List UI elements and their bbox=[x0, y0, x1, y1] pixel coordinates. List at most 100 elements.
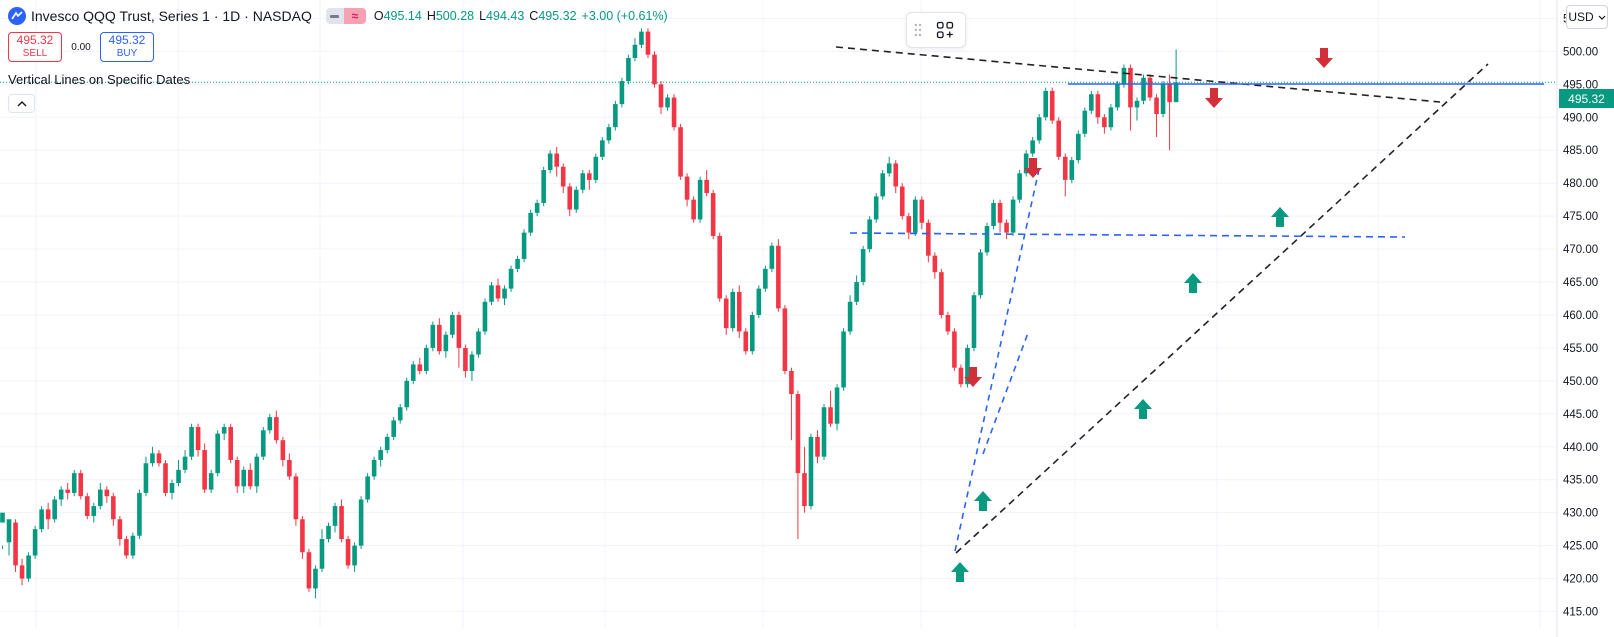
candle-body bbox=[182, 456, 188, 470]
candle-body bbox=[19, 565, 25, 579]
candle-body bbox=[854, 282, 859, 302]
candle-body bbox=[913, 199, 918, 233]
candle-body bbox=[397, 407, 403, 421]
buy-label: BUY bbox=[116, 48, 138, 59]
price-tick-label: 460.00 bbox=[1563, 310, 1598, 322]
trendline-resistance[interactable] bbox=[835, 46, 1441, 103]
candle-body bbox=[1160, 84, 1166, 115]
candle-body bbox=[782, 308, 788, 372]
candle-body bbox=[710, 193, 716, 236]
collapse-button[interactable] bbox=[8, 94, 35, 113]
candle-body bbox=[587, 173, 592, 180]
candle-body bbox=[371, 459, 377, 477]
channel-line-right[interactable] bbox=[982, 332, 1029, 455]
candle-body bbox=[495, 285, 501, 299]
candle-body bbox=[756, 288, 762, 315]
buy-arrow-icon[interactable] bbox=[974, 491, 992, 511]
candle-body bbox=[234, 459, 240, 487]
sell-arrow-icon[interactable] bbox=[1205, 88, 1223, 108]
ohlc-change: +3.00 (+0.61%) bbox=[581, 9, 668, 23]
price-tick-label: 475.00 bbox=[1563, 211, 1598, 223]
candle-body bbox=[1102, 117, 1107, 128]
drag-handle-icon[interactable] bbox=[907, 12, 929, 48]
candle-body bbox=[241, 469, 247, 487]
candle-body bbox=[52, 499, 57, 520]
price-tick-label: 465.00 bbox=[1563, 277, 1598, 289]
sell-button[interactable]: 495.32 SELL bbox=[8, 32, 62, 62]
candle-body bbox=[919, 199, 925, 223]
sell-arrow-icon[interactable] bbox=[1024, 158, 1042, 178]
indicator-name[interactable]: Vertical Lines on Specific Dates bbox=[8, 72, 191, 87]
trade-panel: 495.32 SELL 0.00 495.32 BUY bbox=[8, 32, 154, 62]
candle-body bbox=[137, 492, 142, 536]
candle-body bbox=[1089, 94, 1094, 111]
candle-body bbox=[189, 427, 194, 457]
candle-body bbox=[808, 436, 814, 507]
price-tick-label: 430.00 bbox=[1563, 508, 1598, 520]
candle-body bbox=[547, 153, 553, 171]
candle-body bbox=[723, 298, 729, 329]
visibility-toggle[interactable]: ≈ bbox=[325, 8, 366, 24]
candle-body bbox=[1069, 160, 1075, 180]
price-tick-label: 500.00 bbox=[1563, 46, 1598, 58]
candle-body bbox=[613, 104, 618, 128]
price-tick-label: 455.00 bbox=[1563, 343, 1598, 355]
collapse-icon bbox=[17, 101, 26, 107]
candle-body bbox=[1023, 153, 1029, 174]
sell-arrow-icon[interactable] bbox=[1315, 48, 1333, 68]
candle-body bbox=[410, 364, 416, 381]
object-tree-icon[interactable] bbox=[929, 12, 961, 48]
eye-icon[interactable] bbox=[326, 8, 344, 24]
candle-body bbox=[541, 170, 546, 203]
candle-body bbox=[978, 252, 983, 296]
buy-button[interactable]: 495.32 BUY bbox=[100, 32, 154, 62]
candle-body bbox=[32, 529, 38, 556]
candle-body bbox=[1043, 90, 1048, 118]
buy-arrow-icon[interactable] bbox=[1271, 207, 1289, 227]
price-tick-label: 485.00 bbox=[1563, 145, 1598, 157]
candle-body bbox=[932, 255, 938, 273]
logo-icon bbox=[8, 7, 26, 25]
candle-body bbox=[463, 347, 468, 372]
candle-body bbox=[717, 235, 722, 299]
floating-toolbar bbox=[906, 12, 966, 48]
sell-arrow-icon[interactable] bbox=[964, 367, 982, 387]
candle-body bbox=[1141, 77, 1146, 101]
candle-body bbox=[476, 331, 481, 355]
trendline-support[interactable] bbox=[955, 63, 1489, 554]
approx-icon[interactable]: ≈ bbox=[343, 8, 366, 24]
candle-body bbox=[965, 347, 970, 385]
candle-body bbox=[763, 268, 768, 289]
candle-body bbox=[847, 301, 853, 332]
sell-price: 495.32 bbox=[16, 33, 54, 47]
candle-body bbox=[1167, 84, 1172, 103]
candle-body bbox=[306, 552, 312, 589]
candle-body bbox=[1173, 82, 1179, 103]
buy-arrow-icon[interactable] bbox=[1134, 399, 1152, 419]
candle-body bbox=[163, 463, 168, 493]
candle-body bbox=[143, 463, 149, 493]
ohlc-low: L494.43 bbox=[479, 9, 525, 23]
chart-header: Invesco QQQ Trust, Series 1 · 1D · NASDA… bbox=[8, 5, 673, 27]
candle-body bbox=[984, 226, 990, 253]
candle-body bbox=[645, 31, 651, 55]
candle-body bbox=[939, 272, 944, 315]
candle-body bbox=[873, 196, 879, 220]
candle-body bbox=[169, 483, 175, 493]
candle-body bbox=[378, 450, 383, 460]
support-line[interactable] bbox=[849, 232, 1406, 238]
buy-arrow-icon[interactable] bbox=[951, 562, 969, 582]
currency-select[interactable]: USD bbox=[1566, 5, 1608, 29]
candle-body bbox=[697, 179, 703, 220]
symbol-title[interactable]: Invesco QQQ Trust, Series 1 · 1D · NASDA… bbox=[31, 8, 312, 24]
candle-body bbox=[691, 199, 696, 220]
candle-body bbox=[1108, 107, 1114, 128]
candle-body bbox=[1154, 97, 1159, 115]
candle-body bbox=[489, 285, 494, 302]
candle-body bbox=[208, 473, 214, 490]
candle-body bbox=[384, 436, 390, 451]
candle-body bbox=[802, 473, 807, 507]
buy-arrow-icon[interactable] bbox=[1184, 273, 1202, 293]
candle-body bbox=[267, 417, 273, 431]
